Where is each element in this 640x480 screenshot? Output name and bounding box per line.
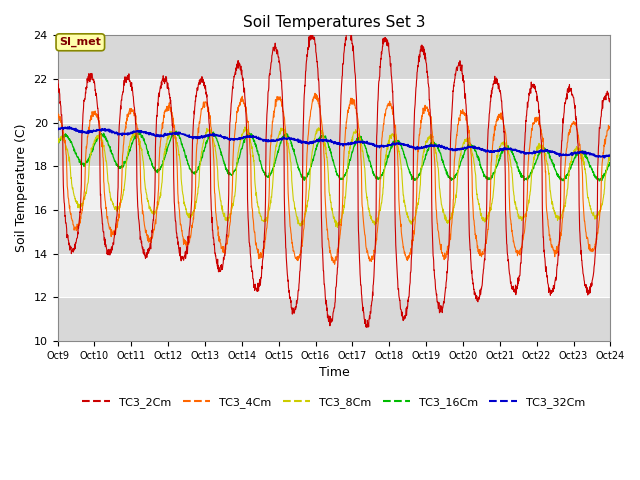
Bar bbox=[58, 210, 611, 253]
X-axis label: Time: Time bbox=[319, 366, 349, 379]
Bar bbox=[58, 123, 611, 167]
Y-axis label: Soil Temperature (C): Soil Temperature (C) bbox=[15, 124, 28, 252]
Bar bbox=[58, 167, 611, 210]
Bar bbox=[58, 297, 611, 341]
Legend: TC3_2Cm, TC3_4Cm, TC3_8Cm, TC3_16Cm, TC3_32Cm: TC3_2Cm, TC3_4Cm, TC3_8Cm, TC3_16Cm, TC3… bbox=[78, 393, 590, 412]
Bar bbox=[58, 36, 611, 79]
Bar bbox=[58, 79, 611, 123]
Title: Soil Temperatures Set 3: Soil Temperatures Set 3 bbox=[243, 15, 425, 30]
Bar bbox=[58, 253, 611, 297]
Text: SI_met: SI_met bbox=[60, 37, 101, 48]
